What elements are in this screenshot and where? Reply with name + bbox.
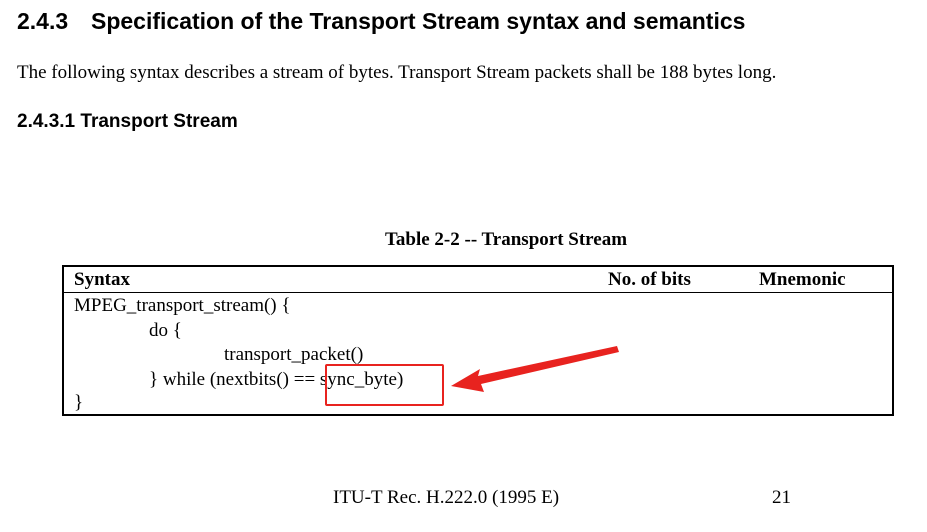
table-caption: Table 2-2 -- Transport Stream: [384, 229, 628, 250]
syntax-table: Syntax No. of bits Mnemonic MPEG_transpo…: [62, 265, 894, 416]
section-title: Specification of the Transport Stream sy…: [91, 8, 746, 34]
footer-reference: ITU-T Rec. H.222.0 (1995 E): [333, 487, 560, 508]
header-syntax: Syntax: [74, 269, 130, 290]
syntax-line: do {: [149, 320, 182, 341]
subsection-number: 2.4.3.1: [17, 111, 76, 132]
page-number: 21: [772, 487, 791, 508]
table-header-row: Syntax No. of bits Mnemonic: [64, 267, 892, 293]
subsection-heading: 2.4.3.1 Transport Stream: [17, 111, 238, 133]
header-mnemonic: Mnemonic: [759, 269, 846, 290]
syntax-line: MPEG_transport_stream() {: [74, 295, 291, 316]
intro-paragraph: The following syntax describes a stream …: [17, 62, 777, 83]
subsection-title: Transport Stream: [80, 111, 238, 132]
syntax-line: } while (nextbits() == sync_byte): [149, 369, 404, 390]
section-heading: 2.4.3 Specification of the Transport Stre…: [17, 8, 745, 35]
section-number: 2.4.3: [17, 8, 69, 34]
syntax-line: }: [74, 392, 84, 413]
header-no-of-bits: No. of bits: [608, 269, 691, 290]
annotation-highlight-box: [325, 364, 444, 406]
syntax-line: transport_packet(): [224, 344, 364, 365]
